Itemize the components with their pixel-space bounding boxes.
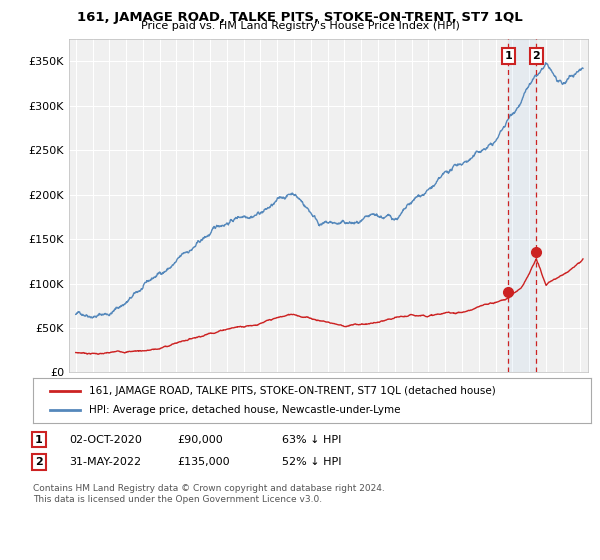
Text: £90,000: £90,000 <box>177 435 223 445</box>
Text: HPI: Average price, detached house, Newcastle-under-Lyme: HPI: Average price, detached house, Newc… <box>89 405 400 416</box>
Text: 52% ↓ HPI: 52% ↓ HPI <box>282 457 341 467</box>
Text: 1: 1 <box>505 51 512 61</box>
Bar <box>508 39 536 372</box>
Text: 161, JAMAGE ROAD, TALKE PITS, STOKE-ON-TRENT, ST7 1QL (detached house): 161, JAMAGE ROAD, TALKE PITS, STOKE-ON-T… <box>89 385 496 395</box>
Text: 31-MAY-2022: 31-MAY-2022 <box>69 457 141 467</box>
Text: £135,000: £135,000 <box>177 457 230 467</box>
Text: Price paid vs. HM Land Registry's House Price Index (HPI): Price paid vs. HM Land Registry's House … <box>140 21 460 31</box>
Text: 2: 2 <box>35 457 43 467</box>
Text: Contains HM Land Registry data © Crown copyright and database right 2024.
This d: Contains HM Land Registry data © Crown c… <box>33 484 385 504</box>
Text: 1: 1 <box>35 435 43 445</box>
Text: 63% ↓ HPI: 63% ↓ HPI <box>282 435 341 445</box>
Text: 161, JAMAGE ROAD, TALKE PITS, STOKE-ON-TRENT, ST7 1QL: 161, JAMAGE ROAD, TALKE PITS, STOKE-ON-T… <box>77 11 523 24</box>
Text: 02-OCT-2020: 02-OCT-2020 <box>69 435 142 445</box>
Text: 2: 2 <box>532 51 540 61</box>
